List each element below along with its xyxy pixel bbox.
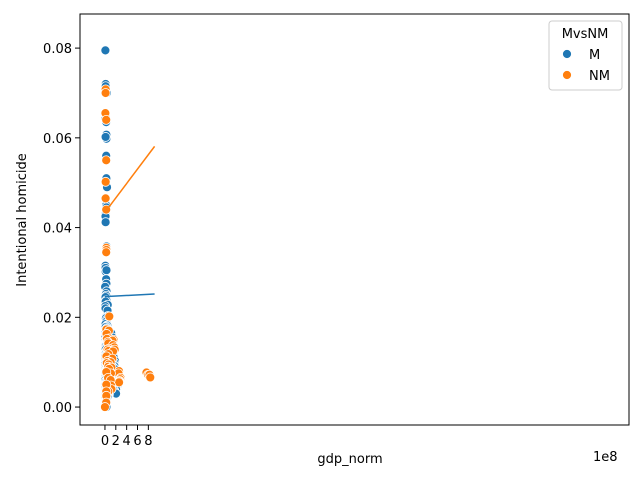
point-nm <box>101 155 112 166</box>
point-nm <box>100 193 111 204</box>
point-m <box>101 265 112 276</box>
y-tick-label: 0.08 <box>43 42 72 57</box>
y-tick-label: 0.02 <box>43 311 72 326</box>
x-tick-label: 2 <box>112 434 120 449</box>
point-nm <box>104 311 115 322</box>
plot-frame <box>79 13 630 426</box>
point-nm <box>100 88 111 98</box>
x-tick-label: 6 <box>133 434 141 449</box>
y-axis-label: Intentional homicide <box>15 153 30 287</box>
data-points <box>100 45 156 412</box>
y-tick-label: 0.06 <box>43 132 72 147</box>
point-nm <box>100 176 111 187</box>
legend-title: MvsNM <box>562 27 609 42</box>
legend-label-nm: NM <box>589 69 610 84</box>
x-tick-label: 8 <box>144 434 152 449</box>
point-m <box>100 132 111 142</box>
point-m <box>100 217 111 228</box>
regression-line-nm <box>104 145 156 213</box>
point-nm <box>101 247 112 258</box>
point-nm <box>145 372 156 383</box>
plot-background <box>80 14 629 425</box>
legend-marker-nm <box>562 70 572 80</box>
x-tick-label: 0 <box>101 434 109 449</box>
legend-marker-m <box>562 49 572 59</box>
regression-lines <box>104 145 156 298</box>
x-tick-label: 4 <box>123 434 131 449</box>
point-m <box>100 45 111 56</box>
regression-line-m <box>104 293 155 298</box>
legend: MvsNM M NM <box>548 20 623 91</box>
plot-area <box>80 14 629 425</box>
point-nm <box>101 114 112 125</box>
y-tick-label: 0.00 <box>43 401 72 416</box>
x-axis-offset-text: 1e8 <box>593 450 618 465</box>
y-axis-ticks: 0.00 0.02 0.04 0.06 0.08 <box>43 42 80 416</box>
point-nm <box>100 402 110 412</box>
legend-label-m: M <box>589 48 600 63</box>
x-axis-label: gdp_norm <box>317 452 382 467</box>
y-tick-label: 0.04 <box>43 222 72 237</box>
